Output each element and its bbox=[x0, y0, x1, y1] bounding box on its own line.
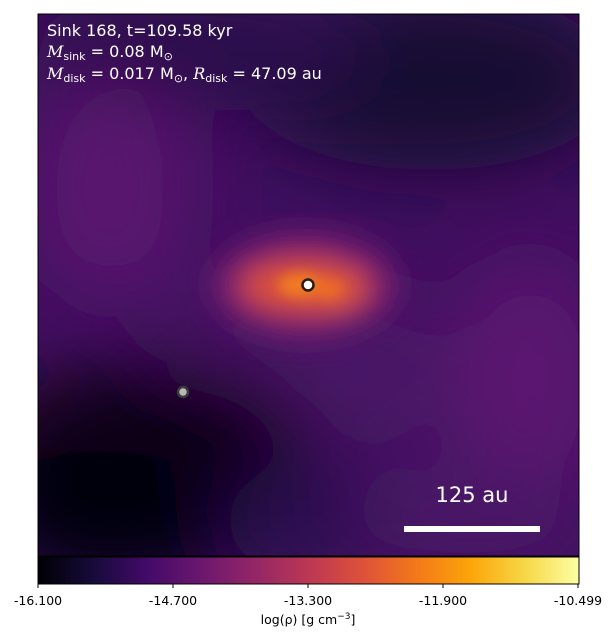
colorbar-tick-label: -13.300 bbox=[283, 593, 333, 608]
plot-frame bbox=[37, 13, 580, 557]
disk-properties-line: Mdisk = 0.017 M⊙, Rdisk = 47.09 au bbox=[47, 64, 322, 86]
colorbar bbox=[37, 556, 580, 585]
colorbar-axis-label: log(ρ) [g cm−3] bbox=[260, 612, 356, 628]
sink-mass-line: Msink = 0.08 M⊙ bbox=[47, 42, 173, 64]
sink-info-line: Sink 168, t=109.58 kyr bbox=[47, 21, 233, 40]
colorbar-tick-label: -11.900 bbox=[418, 593, 468, 608]
secondary-sink-marker bbox=[176, 385, 190, 399]
colorbar-tick-label: -14.700 bbox=[148, 593, 198, 608]
colorbar-ticks bbox=[37, 584, 579, 588]
colorbar-tick-label: -16.100 bbox=[13, 593, 63, 608]
scale-bar-label: 125 au bbox=[435, 483, 509, 507]
density-map bbox=[38, 14, 579, 556]
colorbar-tick-label: -10.499 bbox=[553, 593, 603, 608]
primary-sink-marker bbox=[301, 278, 315, 292]
scale-bar bbox=[404, 526, 540, 532]
